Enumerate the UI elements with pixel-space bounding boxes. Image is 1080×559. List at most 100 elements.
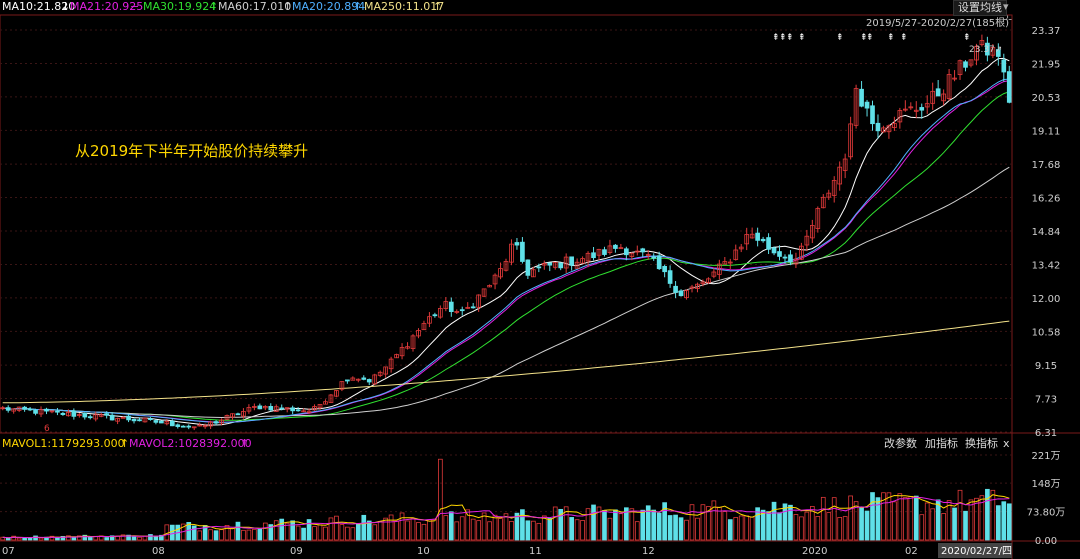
- volume-bar: [208, 529, 213, 541]
- candle-body: [159, 420, 164, 424]
- settings-ma-button[interactable]: 设置均线: [953, 0, 1007, 16]
- candle-body: [443, 301, 449, 309]
- volume-bar: [142, 535, 148, 541]
- volume-bar: [804, 511, 810, 541]
- candle-body: [257, 405, 263, 410]
- x-tick-label: 11: [529, 546, 542, 557]
- ma20-arrow: ↑: [353, 0, 363, 13]
- volume-bar: [219, 529, 224, 541]
- volume-bar: [913, 495, 919, 541]
- candle-body: [284, 407, 290, 410]
- add-indicator-button[interactable]: 加指标: [925, 437, 958, 450]
- volume-bar: [968, 499, 974, 541]
- candle-body: [509, 243, 514, 263]
- volume-bar: [213, 530, 219, 541]
- volume-bar: [831, 497, 837, 541]
- volume-bar: [673, 514, 678, 541]
- volume-bar: [350, 527, 356, 541]
- close-panel-button[interactable]: x: [1003, 437, 1010, 450]
- candle-body: [531, 269, 536, 278]
- candle-body: [109, 414, 115, 421]
- volume-bar: [1001, 501, 1007, 541]
- candle-body: [995, 49, 1001, 57]
- volume-bar: [443, 515, 449, 541]
- candle-body: [208, 421, 213, 427]
- candle-body: [930, 90, 936, 104]
- max-price-label: 23.37↗: [969, 45, 1002, 55]
- volume-bar: [864, 510, 870, 541]
- volume-bar: [815, 516, 821, 541]
- candle-body: [383, 366, 388, 375]
- candle-body: [11, 408, 17, 412]
- x-tick-label: 07: [2, 546, 15, 557]
- candle-body: [957, 60, 963, 76]
- candle-body: [98, 414, 104, 417]
- volume-bar: [634, 521, 640, 541]
- volume-bar: [810, 506, 815, 541]
- candle-body: [760, 238, 766, 242]
- candle-body: [454, 311, 460, 313]
- candle-body: [782, 256, 788, 259]
- volume-bar: [284, 522, 290, 541]
- candle-body: [328, 394, 334, 403]
- event-marker: ⇞: [798, 33, 806, 43]
- event-marker: ⇞: [836, 33, 844, 43]
- candle-body: [733, 249, 739, 260]
- event-marker: ⇞: [963, 33, 971, 43]
- mavol1-arrow: ↑: [120, 437, 130, 450]
- volume-bar: [470, 518, 476, 541]
- swap-indicator-button[interactable]: 换指标: [965, 437, 998, 450]
- volume-bar: [355, 523, 361, 541]
- event-marker: ⇞: [887, 33, 895, 43]
- candle-body: [913, 109, 919, 112]
- volume-bar: [427, 519, 432, 541]
- candle-body: [837, 166, 843, 185]
- x-tick-label: 10: [417, 546, 430, 557]
- candle-body: [607, 245, 613, 254]
- volume-bar: [853, 501, 859, 541]
- volume-bar: [985, 488, 990, 541]
- volume-bar: [629, 508, 635, 541]
- candle-body: [273, 406, 279, 412]
- candle-body: [979, 40, 985, 46]
- volume-bar: [323, 526, 328, 541]
- volume-bar: [104, 537, 110, 541]
- candle-body: [656, 255, 662, 270]
- pin-icon[interactable]: ⊹: [1003, 13, 1013, 26]
- candle-body: [673, 285, 678, 293]
- candle-body: [766, 237, 771, 250]
- candle-body: [219, 419, 224, 424]
- price-tick-label: 12.00: [1032, 294, 1061, 305]
- candle-body: [498, 268, 503, 278]
- volume-bar: [678, 517, 684, 541]
- volume-bar: [574, 519, 580, 541]
- volume-bar: [656, 512, 662, 541]
- volume-bar: [246, 529, 252, 541]
- price-tick-label: 16.26: [1032, 194, 1061, 205]
- ma250-arrow: ↑: [433, 0, 443, 13]
- volume-bar: [399, 512, 405, 541]
- x-tick-label: 09: [290, 546, 303, 557]
- candle-body: [33, 409, 38, 414]
- candle-body: [137, 419, 142, 422]
- change-params-button[interactable]: 改参数: [884, 437, 917, 450]
- candle-body: [1006, 71, 1012, 103]
- x-tick-label: 02: [905, 546, 918, 557]
- candle-body: [317, 403, 323, 409]
- volume-bar: [410, 518, 416, 541]
- ma21-arrow: −: [130, 0, 140, 13]
- volume-bar: [738, 515, 744, 541]
- volume-bar: [394, 520, 399, 541]
- dropdown-icon[interactable]: ▾: [1003, 0, 1009, 13]
- candle-body: [563, 256, 569, 269]
- ma30-arrow: ↑: [209, 0, 219, 13]
- candle-body: [902, 108, 908, 111]
- candle-body: [651, 256, 657, 259]
- volume-bar: [990, 489, 996, 541]
- volume-bar: [279, 518, 285, 541]
- volume-bar: [366, 520, 372, 541]
- candle-body: [87, 416, 93, 419]
- candle-body: [695, 283, 700, 290]
- price-tick-label: 14.84: [1032, 227, 1061, 238]
